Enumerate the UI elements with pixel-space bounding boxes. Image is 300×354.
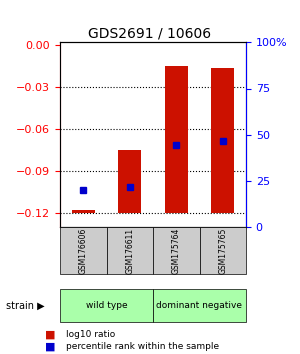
Bar [211, 68, 234, 213]
Text: GSM176611: GSM176611 [125, 227, 134, 274]
Text: ■: ■ [45, 342, 56, 352]
Text: wild type: wild type [86, 301, 127, 310]
Bar [165, 66, 188, 213]
Text: GSM175765: GSM175765 [218, 227, 227, 274]
Bar [72, 210, 95, 213]
Bar [118, 150, 141, 213]
Text: GSM176606: GSM176606 [79, 227, 88, 274]
Text: log10 ratio: log10 ratio [66, 330, 115, 339]
Text: percentile rank within the sample: percentile rank within the sample [66, 342, 219, 352]
Text: GDS2691 / 10606: GDS2691 / 10606 [88, 27, 212, 41]
Text: strain ▶: strain ▶ [6, 300, 45, 310]
Text: ■: ■ [45, 330, 56, 339]
Text: GSM175764: GSM175764 [172, 227, 181, 274]
Text: dominant negative: dominant negative [157, 301, 242, 310]
